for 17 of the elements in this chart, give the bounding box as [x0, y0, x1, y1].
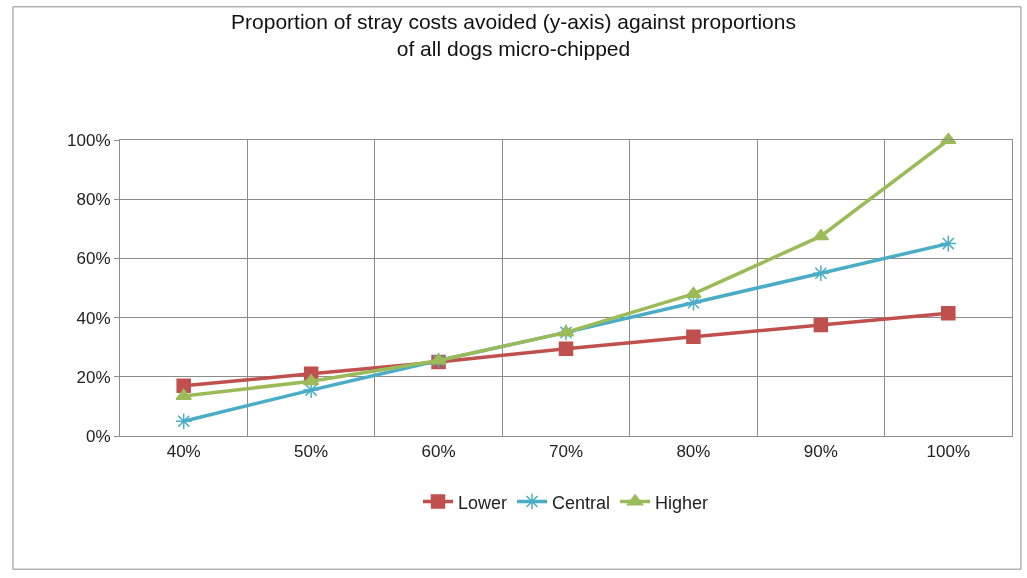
- x-tick-label: 70%: [548, 442, 584, 462]
- y-tick-label: 80%: [76, 190, 111, 210]
- chart-title: Proportion of stray costs avoided (y-axis) against proportions of all dogs micro-chipped: [231, 9, 796, 61]
- y-tick-label: 0%: [86, 426, 111, 446]
- x-tick-label: 60%: [421, 442, 456, 462]
- x-tick-label: 100%: [926, 442, 971, 462]
- legend-label: Higher: [655, 492, 709, 513]
- y-tick-label: 60%: [76, 249, 111, 269]
- legend-label: Lower: [458, 492, 508, 513]
- x-tick-label: 40%: [166, 442, 201, 462]
- y-tick-label: 20%: [76, 367, 111, 387]
- x-tick-label: 80%: [676, 442, 711, 462]
- legend-label: Central: [552, 492, 611, 513]
- x-tick-label: 90%: [803, 442, 838, 462]
- y-tick-label: 100%: [67, 130, 111, 150]
- y-tick-label: 40%: [76, 308, 111, 328]
- x-tick-label: 50%: [294, 442, 329, 462]
